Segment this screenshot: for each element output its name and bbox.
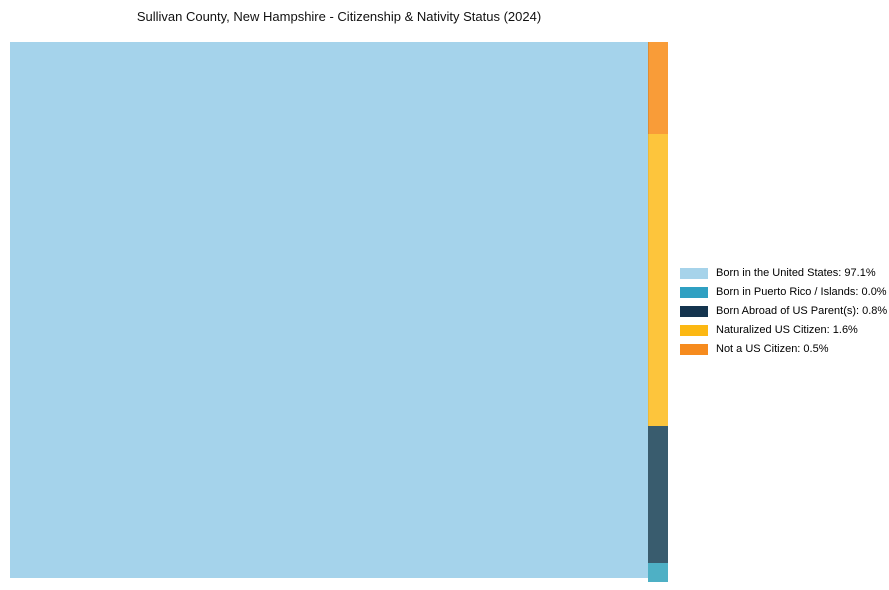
legend-item-born-in-puerto-rico-islands: Born in Puerto Rico / Islands: 0.0% (680, 283, 887, 302)
legend-label-naturalized-us-citizen: Naturalized US Citizen: 1.6% (716, 324, 858, 336)
legend-swatch-naturalized-us-citizen (680, 325, 708, 336)
legend-swatch-born-abroad-of-us-parents (680, 306, 708, 317)
chart-title: Sullivan County, New Hampshire - Citizen… (136, 9, 542, 24)
legend-item-born-abroad-of-us-parents: Born Abroad of US Parent(s): 0.8% (680, 302, 887, 321)
legend-label-born-abroad-of-us-parents: Born Abroad of US Parent(s): 0.8% (716, 305, 888, 317)
legend-swatch-born-in-puerto-rico-islands (680, 287, 708, 298)
legend-swatch-not-a-us-citizen (680, 344, 708, 355)
treemap-cell-born-in-united-states (10, 42, 648, 578)
legend-swatch-born-in-united-states (680, 268, 708, 279)
treemap-cell-born-abroad-of-us-parents (648, 426, 668, 563)
legend-label-born-in-puerto-rico-islands: Born in Puerto Rico / Islands: 0.0% (716, 286, 887, 298)
legend: Born in the United States: 97.1% Born in… (680, 264, 887, 359)
legend-label-not-a-us-citizen: Not a US Citizen: 0.5% (716, 343, 829, 355)
treemap-cell-born-in-puerto-rico-islands (648, 563, 668, 582)
treemap-cell-naturalized-us-citizen (648, 134, 668, 426)
treemap-cell-not-a-us-citizen (648, 42, 668, 134)
legend-label-born-in-united-states: Born in the United States: 97.1% (716, 267, 876, 279)
legend-item-naturalized-us-citizen: Naturalized US Citizen: 1.6% (680, 321, 887, 340)
legend-item-born-in-united-states: Born in the United States: 97.1% (680, 264, 887, 283)
legend-item-not-a-us-citizen: Not a US Citizen: 0.5% (680, 340, 887, 359)
